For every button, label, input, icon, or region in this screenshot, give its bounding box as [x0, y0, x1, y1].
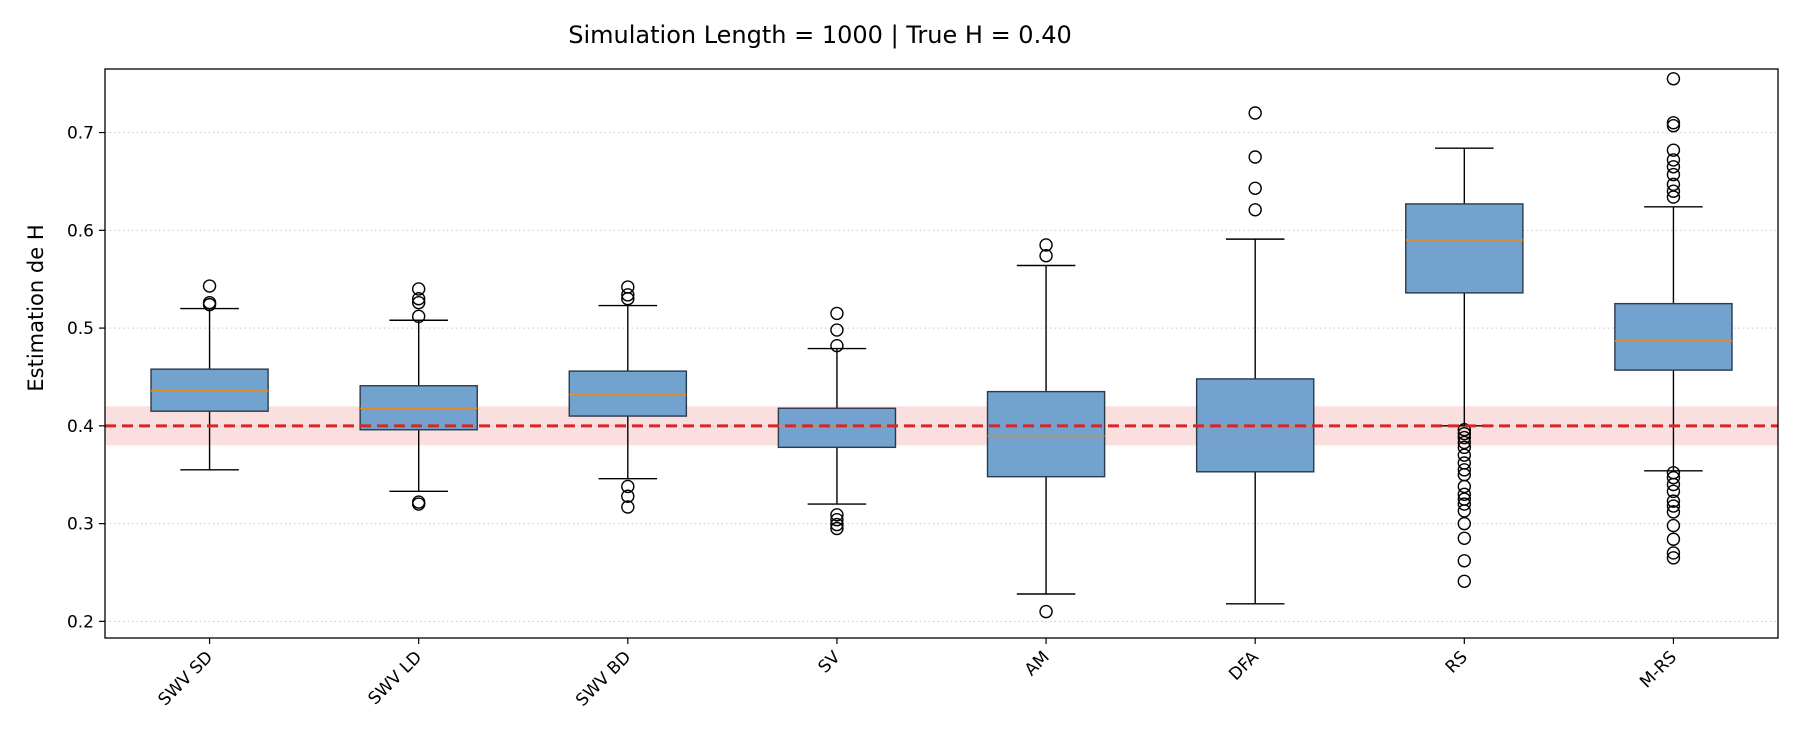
outlier-point: [411, 295, 426, 310]
outlier-point: [1666, 116, 1681, 130]
outlier-point: [1666, 477, 1681, 492]
box-iqr: [568, 370, 688, 417]
outlier-point: [621, 489, 635, 503]
outlier-point: [1039, 604, 1053, 619]
outlier-point: [1457, 423, 1472, 437]
outlier-point: [1666, 119, 1681, 133]
outlier-point: [1248, 106, 1262, 120]
box-iqr: [1405, 203, 1524, 294]
outlier-point: [1457, 574, 1472, 588]
outlier-point: [621, 280, 635, 294]
y-tick-label: 0.2: [67, 612, 94, 632]
outlier-point: [1248, 150, 1262, 164]
x-tick-label: M-RS: [1636, 647, 1681, 692]
box-swv-bd: [568, 280, 688, 514]
outlier-point: [1666, 505, 1681, 519]
outlier-point: [411, 495, 426, 509]
y-tick-label: 0.6: [67, 221, 94, 241]
outlier-point: [621, 288, 635, 302]
y-tick-label: 0.5: [67, 319, 94, 339]
outlier-point: [1666, 470, 1681, 485]
outlier-point: [411, 282, 426, 296]
y-tick-label: 0.7: [67, 124, 94, 144]
outlier-point: [1666, 494, 1681, 508]
outlier-point: [1039, 249, 1053, 263]
outlier-point: [830, 306, 844, 321]
box-dfa: [1195, 106, 1315, 605]
outlier-point: [1457, 463, 1472, 477]
outlier-point: [411, 309, 426, 324]
outlier-point: [1248, 181, 1262, 195]
outlier-point: [621, 500, 635, 514]
outlier-point: [202, 295, 217, 310]
box-swv-sd: [150, 279, 269, 471]
outlier-point: [621, 479, 635, 494]
x-tick-label: SV: [814, 647, 844, 677]
x-tick-label: SWV LD: [365, 647, 427, 709]
outlier-point: [1666, 72, 1681, 86]
y-axis-label: Estimation de H: [24, 224, 48, 391]
box-rs: [1405, 147, 1524, 588]
x-tick-label: SWV SD: [155, 647, 218, 710]
outlier-point: [1248, 203, 1262, 217]
y-tick-label: 0.3: [67, 515, 94, 535]
outlier-point: [1666, 546, 1681, 560]
outlier-point: [1457, 487, 1472, 501]
box-m-rs: [1614, 72, 1733, 565]
outlier-point: [830, 521, 844, 536]
plot-area-frame: [104, 68, 1779, 639]
box-iqr: [777, 407, 897, 449]
outlier-point: [1666, 499, 1681, 513]
outlier-point: [1666, 160, 1681, 174]
box-iqr: [986, 390, 1106, 478]
outlier-point: [1666, 532, 1681, 546]
outlier-point: [830, 513, 844, 527]
box-swv-ld: [359, 282, 478, 511]
box-iqr: [1614, 302, 1733, 371]
outlier-point: [1666, 153, 1681, 167]
outlier-point: [1457, 504, 1472, 518]
outlier-point: [830, 517, 844, 532]
grid-lines: [105, 132, 1778, 622]
outlier-point: [1457, 554, 1472, 568]
box-sv: [777, 306, 897, 536]
outlier-point: [1457, 435, 1472, 450]
x-tick-label: AM: [1021, 647, 1054, 680]
x-tick-label: RS: [1442, 647, 1472, 677]
outlier-point: [1457, 456, 1472, 470]
outlier-point: [1457, 516, 1472, 531]
chart-title: Simulation Length = 1000 | True H = 0.40: [568, 21, 1072, 49]
outlier-point: [202, 279, 217, 293]
outlier-point: [1666, 484, 1681, 499]
box-am: [986, 238, 1106, 619]
y-tick-label: 0.4: [67, 417, 94, 437]
outlier-point: [1457, 492, 1472, 506]
boxes-group: [150, 72, 1733, 619]
outlier-point: [1666, 551, 1681, 565]
x-tick-label: SWV BD: [572, 647, 635, 710]
outlier-point: [1666, 184, 1681, 198]
outlier-point: [1457, 479, 1472, 494]
outlier-point: [830, 323, 844, 337]
outlier-point: [1666, 143, 1681, 157]
outlier-point: [1666, 177, 1681, 192]
outlier-point: [1457, 531, 1472, 545]
x-tick-label: DFA: [1225, 647, 1263, 685]
outlier-point: [1039, 238, 1053, 252]
outlier-point: [411, 292, 426, 306]
outlier-point: [1457, 426, 1472, 441]
outlier-point: [1457, 497, 1472, 511]
outlier-point: [830, 508, 844, 522]
outlier-point: [1457, 440, 1472, 455]
outlier-point: [1666, 190, 1681, 204]
outlier-point: [1666, 466, 1681, 480]
outlier-point: [1666, 518, 1681, 533]
outlier-point: [1666, 167, 1681, 182]
outlier-point: [1457, 430, 1472, 445]
outlier-point: [1457, 448, 1472, 462]
outlier-point: [830, 338, 844, 353]
